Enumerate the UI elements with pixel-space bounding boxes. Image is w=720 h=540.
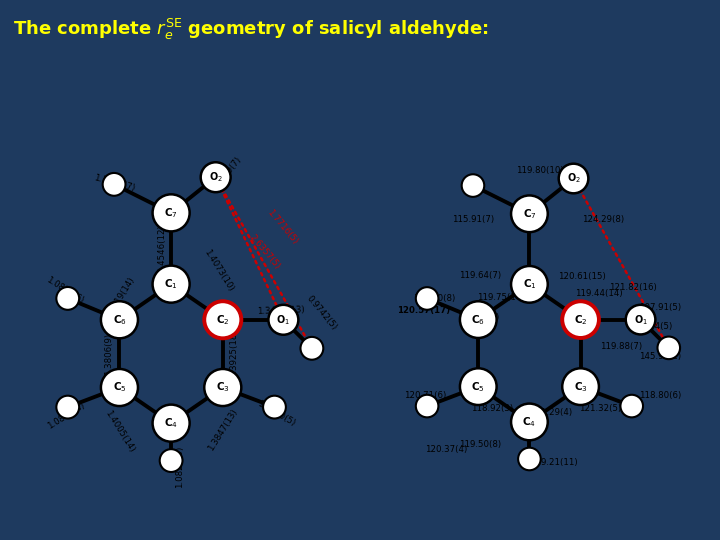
Text: 1.4546(12): 1.4546(12) <box>157 225 166 272</box>
Circle shape <box>153 404 189 442</box>
Text: 1.0805(4): 1.0805(4) <box>46 401 86 431</box>
Text: 1.4019(14): 1.4019(14) <box>104 276 136 321</box>
Text: 121.82(16): 121.82(16) <box>609 284 657 292</box>
Circle shape <box>160 449 182 472</box>
Circle shape <box>511 403 548 440</box>
Text: 2.6357(5): 2.6357(5) <box>248 233 282 271</box>
Text: 121.32(5): 121.32(5) <box>579 404 621 413</box>
Circle shape <box>518 448 541 470</box>
Text: 120.61(15): 120.61(15) <box>557 272 606 281</box>
Text: 1.3806(9): 1.3806(9) <box>104 333 113 375</box>
Circle shape <box>101 369 138 406</box>
Circle shape <box>263 396 286 418</box>
Circle shape <box>153 194 189 232</box>
Text: C$_4$: C$_4$ <box>164 416 178 430</box>
Text: C$_6$: C$_6$ <box>472 313 485 327</box>
Circle shape <box>101 301 138 339</box>
Text: 145.93(2): 145.93(2) <box>639 352 681 361</box>
Circle shape <box>462 174 485 197</box>
Text: C$_3$: C$_3$ <box>216 381 230 394</box>
Text: O$_2$: O$_2$ <box>567 172 580 185</box>
Circle shape <box>56 396 79 418</box>
Text: C$_1$: C$_1$ <box>523 278 536 291</box>
Text: 1.0820(5): 1.0820(5) <box>256 399 297 428</box>
Text: 119.64(7): 119.64(7) <box>459 271 501 280</box>
Text: 120.71(6): 120.71(6) <box>404 391 446 400</box>
Circle shape <box>562 368 599 405</box>
Text: O$_1$: O$_1$ <box>276 313 290 327</box>
Text: 119.50(8): 119.50(8) <box>459 441 501 449</box>
Circle shape <box>201 162 230 192</box>
Circle shape <box>153 266 189 303</box>
Text: 120.37(4): 120.37(4) <box>426 445 467 454</box>
Circle shape <box>621 395 643 417</box>
Text: C$_1$: C$_1$ <box>164 277 178 291</box>
Text: C$_7$: C$_7$ <box>164 206 178 220</box>
Text: 118.92(3): 118.92(3) <box>472 404 513 413</box>
Text: 0.9742(5): 0.9742(5) <box>305 294 338 332</box>
Circle shape <box>511 266 548 303</box>
Text: C$_5$: C$_5$ <box>112 381 126 394</box>
Text: 1.0837(6): 1.0837(6) <box>44 275 85 306</box>
Text: 115.91(7): 115.91(7) <box>452 214 494 224</box>
Circle shape <box>204 301 241 339</box>
Text: C$_2$: C$_2$ <box>216 313 230 327</box>
Text: 1.3401(13): 1.3401(13) <box>256 305 305 315</box>
Text: The complete $r_e^{\mathrm{SE}}$ geometry of salicyl aldehyde:: The complete $r_e^{\mathrm{SE}}$ geometr… <box>13 17 488 42</box>
Text: 119.80(10): 119.80(10) <box>516 166 564 175</box>
Text: 1.4073(10): 1.4073(10) <box>202 248 235 293</box>
Text: 1.3925(18): 1.3925(18) <box>229 330 238 377</box>
Text: 1.2239(7): 1.2239(7) <box>210 154 243 193</box>
Text: 1.1007(7): 1.1007(7) <box>92 174 135 193</box>
Circle shape <box>511 195 548 232</box>
Text: 119.44(14): 119.44(14) <box>575 289 623 298</box>
Text: C$_7$: C$_7$ <box>523 207 536 221</box>
Circle shape <box>460 301 497 338</box>
Text: 107.91(5): 107.91(5) <box>639 303 681 312</box>
Text: C$_5$: C$_5$ <box>472 380 485 394</box>
Circle shape <box>103 173 125 196</box>
Text: 120.57(17): 120.57(17) <box>397 306 450 315</box>
Circle shape <box>416 395 438 417</box>
Circle shape <box>626 305 655 334</box>
Circle shape <box>559 164 588 193</box>
Circle shape <box>562 301 599 338</box>
Text: 118.80(6): 118.80(6) <box>639 391 681 400</box>
Text: 124.29(8): 124.29(8) <box>582 214 624 224</box>
Text: 118.70(8): 118.70(8) <box>413 294 455 303</box>
Circle shape <box>657 336 680 359</box>
Text: 119.88(7): 119.88(7) <box>600 342 642 352</box>
Text: 1.7716(5): 1.7716(5) <box>266 208 300 246</box>
Text: C$_2$: C$_2$ <box>574 313 588 327</box>
Text: 1.0820(5): 1.0820(5) <box>175 446 184 488</box>
Circle shape <box>416 287 438 310</box>
Text: 118.74(5): 118.74(5) <box>630 322 672 331</box>
Text: 1.3847(13): 1.3847(13) <box>206 407 239 453</box>
Circle shape <box>460 368 497 405</box>
Text: 119.21(11): 119.21(11) <box>531 458 578 467</box>
Circle shape <box>56 287 79 310</box>
Circle shape <box>204 369 241 406</box>
Text: 121.29(4): 121.29(4) <box>529 408 572 417</box>
Text: O$_1$: O$_1$ <box>634 313 647 327</box>
Circle shape <box>269 305 298 335</box>
Text: C$_4$: C$_4$ <box>523 415 536 429</box>
Circle shape <box>300 337 323 360</box>
Text: C$_3$: C$_3$ <box>574 380 588 394</box>
Text: 120.73(5): 120.73(5) <box>457 313 500 322</box>
Text: 1.4005(14): 1.4005(14) <box>104 409 136 454</box>
Text: O$_2$: O$_2$ <box>209 170 222 184</box>
Text: C$_6$: C$_6$ <box>112 313 126 327</box>
Text: 119.75(14): 119.75(14) <box>477 293 525 302</box>
